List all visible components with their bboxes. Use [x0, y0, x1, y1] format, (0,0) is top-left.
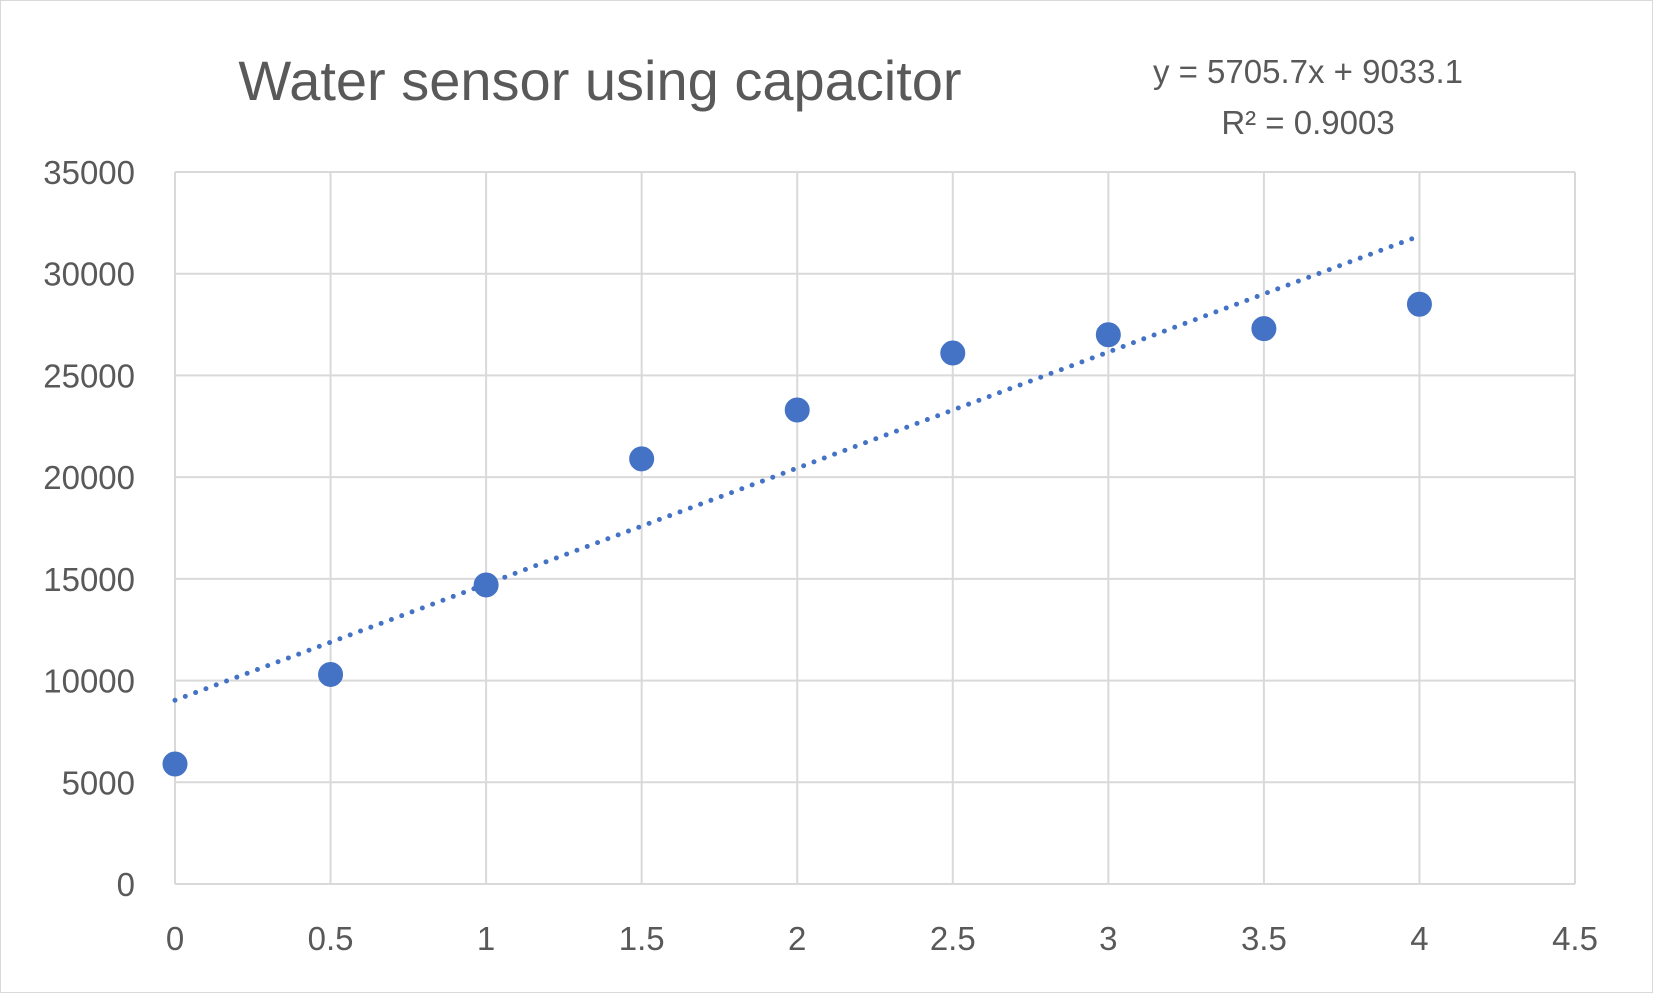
- y-tick-label: 15000: [43, 561, 135, 598]
- x-tick-label: 0: [166, 920, 184, 957]
- x-tick-label: 4.5: [1552, 920, 1598, 957]
- x-tick-label: 3.5: [1241, 920, 1287, 957]
- x-tick-label: 4: [1410, 920, 1428, 957]
- y-tick-label: 30000: [43, 256, 135, 293]
- data-point: [162, 751, 188, 777]
- data-point: [1406, 291, 1432, 317]
- chart-title: Water sensor using capacitor: [238, 49, 961, 112]
- data-point: [318, 661, 344, 687]
- data-point: [1251, 316, 1277, 342]
- data-point: [629, 446, 655, 472]
- data-point: [1095, 322, 1121, 348]
- y-tick-label: 10000: [43, 663, 135, 700]
- trendline: [172, 233, 1422, 703]
- trendline-equation: y = 5705.7x + 9033.1: [1153, 53, 1463, 90]
- x-tick-label: 0.5: [308, 920, 354, 957]
- x-tick-label: 2.5: [930, 920, 976, 957]
- x-tick-label: 1: [477, 920, 495, 957]
- y-tick-label: 25000: [43, 357, 135, 394]
- x-axis-tick-labels: 0 0.5 1 1.5 2 2.5 3 3.5 4 4.5: [166, 920, 1598, 957]
- gridlines: [174, 171, 1576, 885]
- data-point: [940, 340, 966, 366]
- data-points: [162, 291, 1432, 777]
- y-axis-tick-labels: 0 5000 10000 15000 20000 25000 30000 35000: [43, 154, 135, 903]
- y-tick-label: 0: [117, 866, 135, 903]
- data-point: [473, 572, 499, 598]
- x-tick-label: 2: [788, 920, 806, 957]
- x-tick-label: 3: [1099, 920, 1117, 957]
- trendline-r-squared: R² = 0.9003: [1221, 104, 1394, 141]
- data-point: [784, 397, 810, 423]
- y-tick-label: 5000: [62, 764, 135, 801]
- y-tick-label: 20000: [43, 459, 135, 496]
- x-tick-label: 1.5: [619, 920, 665, 957]
- y-tick-label: 35000: [43, 154, 135, 191]
- trendline-group: [172, 233, 1422, 703]
